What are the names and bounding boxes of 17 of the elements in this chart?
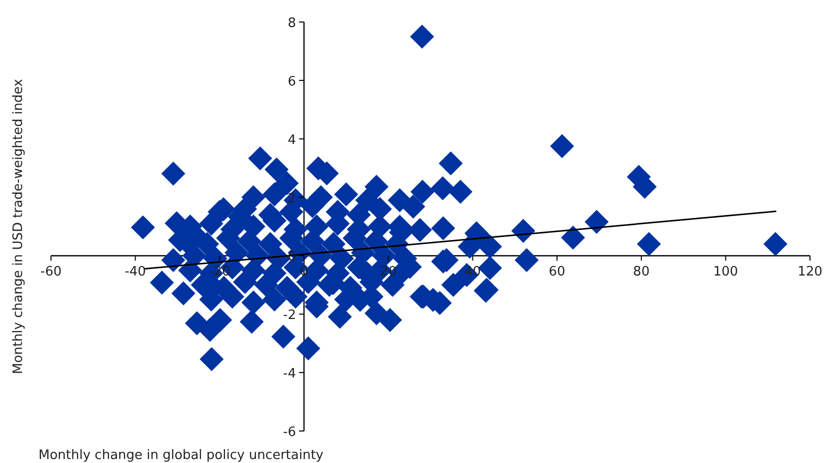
y-tick-label: 4 xyxy=(288,132,296,148)
y-tick-label: 0 xyxy=(288,250,296,265)
x-tick-label: 100 xyxy=(713,264,738,280)
y-axis-title: Monthly change in USD trade-weighted index xyxy=(11,78,26,374)
x-tick-label: -40 xyxy=(124,264,146,280)
y-tick-label: -2 xyxy=(283,308,296,324)
y-tick-label: 6 xyxy=(288,74,296,90)
y-tick-label: 8 xyxy=(288,16,296,31)
x-tick-label: 80 xyxy=(633,264,650,280)
y-tick-label: 2 xyxy=(288,191,296,206)
x-tick-label: 20 xyxy=(380,264,397,280)
x-axis-title: Monthly change in global policy uncertainty xyxy=(38,448,324,463)
x-tick-label: 60 xyxy=(548,264,566,280)
y-tick-label: -4 xyxy=(283,366,296,382)
x-tick-label: 120 xyxy=(798,264,822,280)
x-tick-label: -60 xyxy=(40,264,62,280)
y-tick-label: -6 xyxy=(283,425,296,440)
